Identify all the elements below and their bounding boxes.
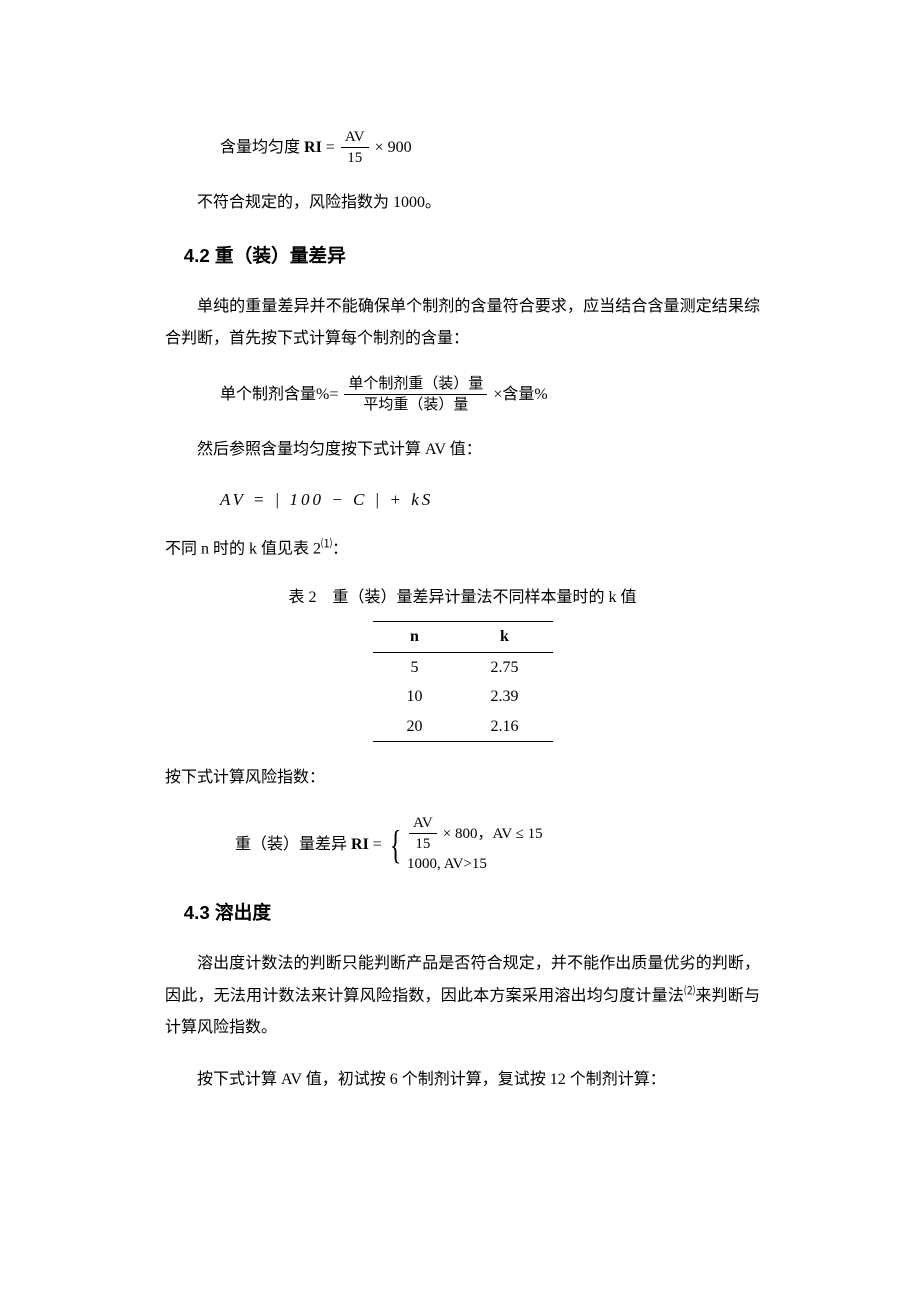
table-row: 5 2.75 <box>373 652 553 682</box>
formula1-prefix: 含量均匀度 <box>220 135 300 161</box>
formula3-cases: AV 15 × 800，AV ≤ 15 1000, AV>15 <box>407 814 543 876</box>
formula1-frac: AV 15 <box>341 128 369 167</box>
para-av-ref: 然后参照含量均匀度按下式计算 AV 值： <box>165 434 760 466</box>
formula2-frac: 单个制剂重（装）量 平均重（装）量 <box>344 375 487 414</box>
table-row: 20 2.16 <box>373 712 553 742</box>
para-dissolution: 溶出度计数法的判断只能判断产品是否符合规定，并不能作出质量优劣的判断，因此，无法… <box>165 948 760 1044</box>
formula2-prefix: 单个制剂含量%= <box>220 382 338 408</box>
formula1-lhs: RI <box>304 135 322 161</box>
para-k-ref: 不同 n 时的 k 值见表 2⑴： <box>165 533 760 565</box>
para4-pre: 不同 n 时的 k 值见表 2 <box>165 540 321 557</box>
para-av-test: 按下式计算 AV 值，初试按 6 个制剂计算，复试按 12 个制剂计算： <box>165 1064 760 1096</box>
formula-weight-ri: 重（装）量差异 RI = { AV 15 × 800，AV ≤ 15 1000,… <box>165 814 760 876</box>
formula1-times: × <box>375 135 384 161</box>
cell-k: 2.75 <box>457 652 553 682</box>
table-header-row: n k <box>373 622 553 653</box>
para-weight-intro: 单纯的重量差异并不能确保单个制剂的含量符合要求，应当结合含量测定结果综合判断，首… <box>165 291 760 355</box>
para-calc-ri: 按下式计算风险指数： <box>165 762 760 794</box>
formula3-lhs: RI <box>351 832 369 858</box>
th-k: k <box>457 622 553 653</box>
cell-n: 20 <box>373 712 457 742</box>
cell-k: 2.39 <box>457 682 553 712</box>
formula-single-content: 单个制剂含量%= 单个制剂重（装）量 平均重（装）量 ×含量% <box>165 375 760 414</box>
table-k-values: n k 5 2.75 10 2.39 20 2.16 <box>373 621 553 742</box>
para6-sup: ⑵ <box>684 985 695 997</box>
formula2-tail: ×含量% <box>493 382 547 408</box>
para-nonconforming: 不符合规定的，风险指数为 1000。 <box>165 187 760 219</box>
formula-av: AV = | 100 − C | + kS <box>165 486 760 513</box>
table-row: 10 2.39 <box>373 682 553 712</box>
formula3-case2: 1000, AV>15 <box>407 853 487 876</box>
heading-4-2: 4.2 重（装）量差异 <box>165 241 760 271</box>
cell-n: 10 <box>373 682 457 712</box>
formula1-tail: 900 <box>388 135 412 161</box>
heading-4-3: 4.3 溶出度 <box>165 898 760 928</box>
formula3-prefix: 重（装）量差异 <box>235 832 347 858</box>
formula3-frac: AV 15 <box>409 814 437 853</box>
formula3-eq: = <box>373 832 382 858</box>
para6-pre: 溶出度计数法的判断只能判断产品是否符合规定，并不能作出质量优劣的判断，因此，无法… <box>165 955 760 1004</box>
formula3-case1-tail: × 800，AV ≤ 15 <box>443 823 543 846</box>
brace-icon: { <box>390 825 402 865</box>
cell-n: 5 <box>373 652 457 682</box>
formula1-eq: = <box>326 135 335 161</box>
th-n: n <box>373 622 457 653</box>
para4-sup: ⑴ <box>321 538 332 550</box>
cell-k: 2.16 <box>457 712 553 742</box>
para4-post: ： <box>332 540 348 557</box>
formula-uniformity-ri: 含量均匀度 RI = AV 15 × 900 <box>165 128 760 167</box>
table2-caption: 表 2 重（装）量差异计量法不同样本量时的 k 值 <box>165 585 760 611</box>
